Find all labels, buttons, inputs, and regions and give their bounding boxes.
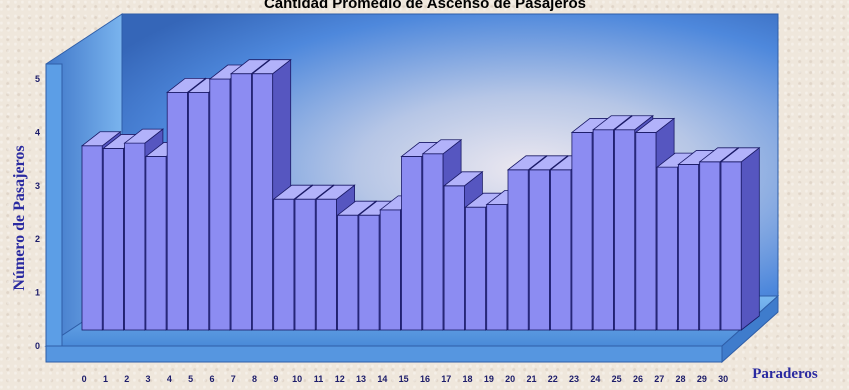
bar-front [592, 129, 614, 331]
x-tick-label: 14 [377, 374, 387, 384]
bar-side [740, 146, 760, 331]
x-tick-label: 12 [335, 374, 345, 384]
x-axis-label: Paraderos [752, 366, 818, 382]
x-tick-label: 10 [292, 374, 302, 384]
y-tick-label: 3 [35, 181, 40, 191]
x-tick-label: 25 [612, 374, 622, 384]
bar-top [123, 128, 165, 144]
bar-front [486, 204, 508, 331]
bar-front [401, 156, 423, 331]
y-tick-label: 4 [35, 127, 40, 137]
bar-front [102, 148, 125, 331]
x-tick-label: 7 [231, 374, 236, 384]
bar-top [80, 131, 122, 147]
bar-top [421, 139, 463, 155]
bar-top [634, 118, 676, 133]
bar-front [81, 145, 103, 331]
x-tick-label: 30 [718, 374, 728, 384]
y-tick-label: 0 [35, 341, 40, 351]
x-tick-label: 19 [484, 374, 494, 384]
x-tick-label: 5 [188, 374, 193, 384]
x-tick-label: 22 [548, 374, 558, 384]
x-tick-label: 9 [273, 374, 278, 384]
y-tick-label: 5 [35, 74, 40, 84]
bar-front [635, 132, 657, 331]
bar-top [506, 155, 548, 171]
bar-front [464, 206, 487, 331]
bar-front [528, 169, 550, 331]
x-tick-labels: 0 1 2 3 4 5 6 7 8 9 10 11 12 13 14 15 16 17 18 19 20 21 22 23 24… [82, 374, 729, 384]
bar-front [571, 132, 593, 331]
x-tick-label: 11 [314, 374, 324, 384]
bar-front [273, 198, 295, 331]
bar-front [422, 153, 444, 331]
bar-top [613, 115, 654, 131]
x-tick-label: 0 [82, 374, 87, 384]
x-tick-label: 6 [209, 374, 214, 384]
bar-front [443, 185, 465, 331]
bar-front [124, 142, 146, 331]
x-tick-label: 2 [124, 374, 129, 384]
bar-top [336, 200, 378, 216]
bar-top [592, 115, 633, 131]
x-tick-label: 16 [420, 374, 430, 384]
bar-top [166, 77, 207, 93]
x-tick-label: 27 [654, 374, 664, 384]
x-tick-label: 4 [167, 374, 172, 384]
bar-front [230, 73, 252, 331]
left-wall-front [45, 63, 63, 347]
y-tick-labels: 0 1 2 3 4 5 [35, 74, 40, 351]
x-tick-label: 3 [146, 374, 151, 384]
x-tick-label: 13 [356, 374, 366, 384]
bar-front [507, 169, 529, 331]
bar-top [315, 184, 356, 200]
bar-top [293, 184, 335, 200]
x-tick-label: 21 [526, 374, 536, 384]
bar-front [614, 129, 636, 331]
bar-front [188, 91, 210, 331]
bar-top [698, 147, 740, 163]
floor-front [45, 345, 723, 363]
bar-top [229, 59, 271, 75]
bar-front [379, 209, 401, 331]
bar-front [358, 214, 380, 331]
bar-front [209, 78, 231, 331]
x-tick-label: 20 [505, 374, 515, 384]
y-axis-label: Número de Pasajeros [11, 145, 28, 290]
bar-front [656, 166, 678, 331]
bar-front [337, 214, 359, 331]
x-tick-label: 8 [252, 374, 257, 384]
x-tick-label: 23 [569, 374, 579, 384]
x-tick-label: 29 [697, 374, 707, 384]
y-tick-label: 1 [35, 288, 40, 298]
bar-front [550, 169, 572, 331]
bar-front [294, 198, 316, 331]
x-tick-label: 1 [103, 374, 108, 384]
x-tick-label: 24 [590, 374, 600, 384]
bar-top [442, 171, 484, 187]
bar-front [678, 164, 700, 331]
bar-top [719, 147, 761, 163]
x-tick-label: 17 [441, 374, 451, 384]
bar-front [145, 156, 167, 331]
bar-front [315, 198, 337, 331]
bar-top [272, 184, 314, 200]
bar-front [720, 161, 742, 331]
x-tick-label: 15 [399, 374, 409, 384]
bar-front [166, 91, 188, 331]
x-tick-label: 18 [463, 374, 473, 384]
x-tick-label: 28 [676, 374, 686, 384]
bar-front [699, 161, 721, 331]
bar-top [528, 155, 569, 171]
y-tick-label: 2 [35, 234, 40, 244]
bars-group [80, 58, 761, 331]
bar-top [251, 59, 292, 75]
x-tick-label: 26 [633, 374, 643, 384]
chart-title: Cantidad Promedio de Ascenso de Pasajero… [264, 0, 586, 12]
bar-front [251, 73, 274, 331]
bar [719, 146, 761, 331]
